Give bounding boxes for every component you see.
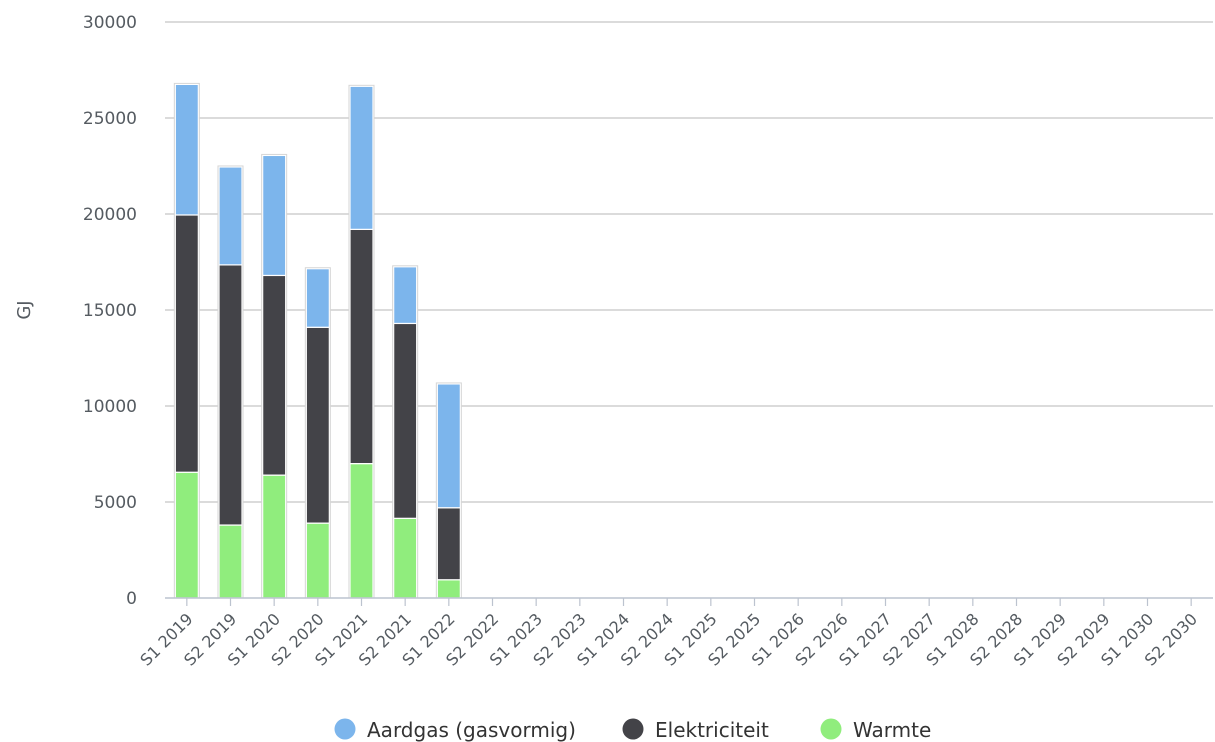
y-tick-label: 5000 xyxy=(94,493,137,513)
legend[interactable]: Aardgas (gasvormig) Elektriciteit Warmte xyxy=(334,718,932,742)
bar-segment-elektriciteit[interactable] xyxy=(305,326,330,524)
legend-label: Aardgas (gasvormig) xyxy=(367,718,576,742)
bar-segment-aardgas-gasvormig[interactable] xyxy=(174,83,199,216)
bar-segment-aardgas-gasvormig[interactable] xyxy=(436,383,461,509)
y-tick-label: 20000 xyxy=(83,205,137,225)
legend-symbol xyxy=(622,718,644,740)
bar-segment-aardgas-gasvormig[interactable] xyxy=(393,266,418,325)
y-tick-label: 15000 xyxy=(83,301,137,321)
bar-segment-warmte[interactable] xyxy=(436,579,461,599)
y-tick-label: 25000 xyxy=(83,109,137,129)
legend-symbol xyxy=(820,718,842,740)
y-axis-title: GJ xyxy=(14,300,35,319)
bar-segment-warmte[interactable] xyxy=(262,474,287,599)
bar-segment-elektriciteit[interactable] xyxy=(349,228,374,465)
bars xyxy=(173,82,462,599)
y-tick-label: 10000 xyxy=(83,397,137,417)
bar-segment-warmte[interactable] xyxy=(393,517,418,599)
bar-segment-elektriciteit[interactable] xyxy=(436,507,461,581)
gridlines xyxy=(165,21,1213,503)
y-tick-label: 30000 xyxy=(83,13,137,33)
bar-segment-elektriciteit[interactable] xyxy=(393,322,418,519)
legend-symbol xyxy=(334,718,356,740)
bar-segment-elektriciteit[interactable] xyxy=(218,264,243,526)
bar-segment-aardgas-gasvormig[interactable] xyxy=(305,268,330,328)
legend-item-warmte[interactable]: Warmte xyxy=(820,718,932,742)
bar-segment-warmte[interactable] xyxy=(305,522,330,599)
bar-segment-aardgas-gasvormig[interactable] xyxy=(262,154,287,277)
legend-label: Warmte xyxy=(853,718,931,742)
bar-segment-warmte[interactable] xyxy=(174,471,199,599)
legend-item-aardgas-gasvormig[interactable]: Aardgas (gasvormig) xyxy=(334,718,576,742)
bar-segment-warmte[interactable] xyxy=(349,463,374,599)
bar-segment-warmte[interactable] xyxy=(218,524,243,599)
bar-segment-aardgas-gasvormig[interactable] xyxy=(349,85,374,230)
bar-segment-aardgas-gasvormig[interactable] xyxy=(218,166,243,266)
bar-segment-elektriciteit[interactable] xyxy=(174,214,199,473)
bar-segment-elektriciteit[interactable] xyxy=(262,274,287,476)
legend-item-elektriciteit[interactable]: Elektriciteit xyxy=(622,718,769,742)
legend-label: Elektriciteit xyxy=(655,718,769,742)
y-tick-label: 0 xyxy=(126,589,137,609)
